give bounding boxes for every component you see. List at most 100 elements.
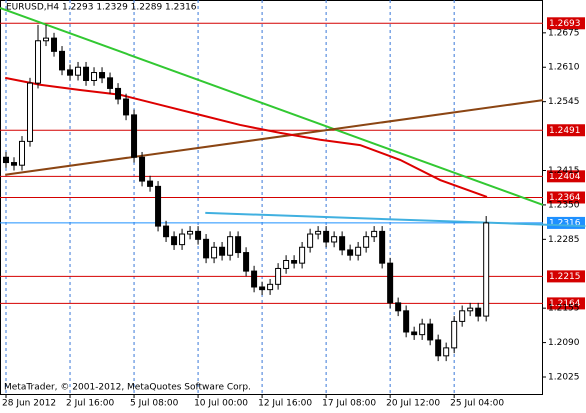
candle-body — [35, 40, 42, 84]
indicator-line — [5, 99, 544, 176]
x-tick-label: 2 Jul 16:00 — [66, 399, 115, 409]
level-label-box — [547, 191, 585, 204]
candle-body — [19, 140, 26, 166]
x-tick-label: 20 Jul 12:00 — [386, 399, 440, 409]
candle-body — [107, 77, 114, 89]
level-label-box — [547, 297, 585, 310]
candle-body — [403, 310, 410, 333]
level-label-box — [547, 124, 585, 137]
candle-body — [307, 233, 314, 248]
candle-body — [483, 222, 490, 317]
candle-body — [187, 230, 194, 235]
x-tick-label: 17 Jul 08:00 — [322, 399, 376, 409]
y-tick-label: 1.2350 — [548, 200, 580, 210]
level-label: 1.2316 — [549, 218, 581, 228]
indicator-line — [5, 76, 488, 198]
candle-body — [235, 236, 242, 254]
candle-body — [459, 310, 466, 322]
x-tick-label: 5 Jul 08:00 — [130, 399, 179, 409]
x-tick-label: 12 Jul 16:00 — [258, 399, 312, 409]
level-label: 1.2491 — [549, 126, 581, 136]
chart-title: EURUSD,H4 1.2293 1.2329 1.2289 1.2316 — [6, 3, 197, 13]
candle-body — [67, 69, 74, 76]
candle-body — [451, 320, 458, 349]
indicators — [0, 7, 586, 228]
candle-body — [91, 72, 98, 81]
candle-body — [259, 286, 266, 291]
candle-body — [179, 233, 186, 246]
candle-body — [115, 87, 122, 100]
levels: 1.2693 1.2491 1.2404 1.2364 1.2316 1.2215 1.21… — [0, 17, 585, 310]
candle-body — [371, 230, 378, 238]
y-tick-label: 1.2025 — [548, 372, 580, 382]
candle-body — [427, 323, 434, 341]
candle-body — [99, 72, 106, 79]
candle-body — [363, 236, 370, 248]
footer: MetaTrader, © 2001-2012, MetaQuotes Soft… — [4, 383, 251, 393]
candle-body — [195, 230, 202, 240]
candle-body — [347, 249, 354, 256]
level-label-box — [547, 270, 585, 283]
candle-body — [291, 260, 298, 264]
candle-body — [163, 225, 170, 238]
y-tick-label: 1.2285 — [548, 235, 580, 245]
candle-body — [11, 162, 18, 166]
candle-body — [59, 50, 66, 71]
candle-body — [211, 246, 218, 259]
candle-body — [171, 236, 178, 246]
y-tick-label: 1.2610 — [548, 63, 580, 73]
candle-body — [435, 339, 442, 357]
candle-body — [395, 302, 402, 312]
candle-body — [475, 307, 482, 317]
candle-body — [147, 180, 154, 187]
candle-body — [283, 260, 290, 269]
candles — [3, 24, 490, 362]
candle-body — [355, 246, 362, 256]
axes: 1.2675 1.2610 1.2545 1.2415 1.2350 1.2285 1.21… — [2, 28, 580, 408]
candle-body — [139, 156, 146, 182]
y-tick-label: 1.2155 — [548, 304, 580, 314]
x-tick-label: 25 Jul 04:00 — [450, 399, 504, 409]
candle-body — [339, 236, 346, 251]
candle-body — [27, 82, 34, 142]
candle-body — [323, 230, 330, 243]
candle-body — [43, 37, 50, 42]
candle-body — [131, 114, 138, 158]
level-label: 1.2693 — [549, 19, 581, 29]
candle-body — [251, 270, 258, 288]
y-tick-label: 1.2415 — [548, 166, 580, 176]
y-tick-label: 1.2090 — [548, 338, 580, 348]
candle-body — [51, 37, 58, 52]
candle-body — [243, 252, 250, 272]
level-label-box — [547, 170, 585, 183]
candle-body — [155, 185, 162, 227]
y-tick-label: 1.2545 — [548, 97, 580, 107]
candle-body — [379, 230, 386, 264]
candle-body — [227, 236, 234, 256]
candle-body — [467, 307, 474, 312]
candle-body — [443, 347, 450, 357]
candle-body — [299, 246, 306, 264]
candle-body — [387, 262, 394, 304]
candle-body — [331, 236, 338, 243]
y-tick-label: 1.2675 — [548, 28, 580, 38]
candle-body — [419, 323, 426, 336]
candle-body — [3, 156, 10, 164]
candle-body — [203, 238, 210, 259]
indicator-line — [0, 7, 544, 206]
candle-body — [123, 98, 130, 116]
indicator-line — [205, 211, 586, 228]
x-tick-label: 28 Jun 2012 — [2, 399, 56, 409]
candle-body — [275, 267, 282, 285]
candle-body — [75, 66, 82, 76]
level-label-box — [547, 17, 585, 30]
candle-body — [267, 283, 274, 291]
candle-body — [83, 66, 90, 81]
candle-body — [219, 246, 226, 256]
level-label: 1.2364 — [549, 193, 581, 203]
level-label: 1.2164 — [549, 299, 581, 309]
candle-body — [315, 230, 322, 235]
x-tick-label: 10 Jul 00:00 — [194, 399, 248, 409]
